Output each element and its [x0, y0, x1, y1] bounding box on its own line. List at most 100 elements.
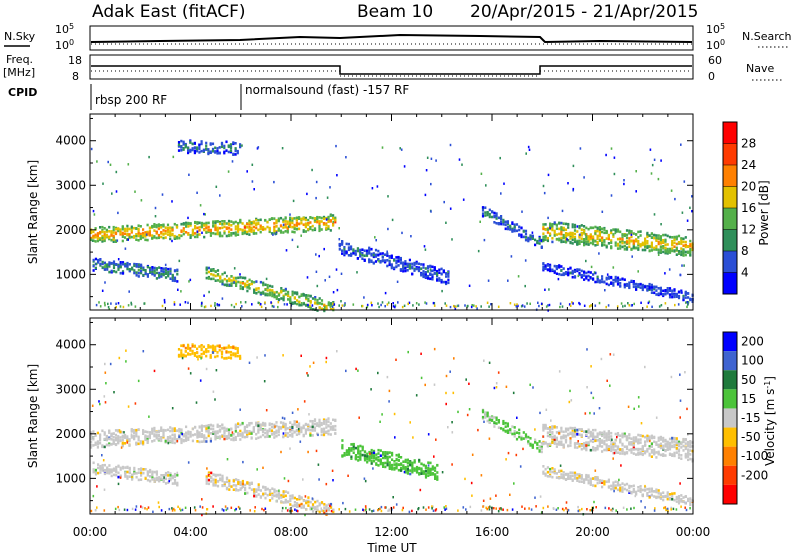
heatmap-cell [553, 436, 556, 439]
heatmap-cell [325, 418, 328, 422]
heatmap-cell [101, 469, 104, 472]
heatmap-cell [268, 226, 271, 230]
heatmap-cell [182, 439, 185, 443]
heatmap-cell [316, 422, 319, 425]
heatmap-cell [322, 430, 326, 434]
heatmap-cell [576, 230, 579, 233]
heatmap-cell [149, 470, 152, 474]
heatmap-cell [493, 214, 496, 218]
heatmap-cell [332, 508, 335, 512]
heatmap-cell [187, 353, 190, 356]
heatmap-cell [92, 236, 95, 239]
heatmap-cell [368, 260, 371, 264]
cpid-label: CPID [8, 86, 37, 99]
heatmap-cell [223, 222, 226, 225]
heatmap-cell [435, 159, 437, 162]
heatmap-cell [544, 223, 547, 226]
heatmap-cell [649, 148, 652, 151]
heatmap-cell [314, 500, 317, 504]
heatmap-cell [619, 440, 622, 444]
heatmap-cell [191, 228, 194, 232]
heatmap-cell [171, 439, 174, 443]
heatmap-cell [189, 224, 192, 227]
heatmap-cell [637, 451, 640, 455]
heatmap-cell [404, 466, 407, 469]
heatmap-cell [503, 182, 505, 185]
heatmap-cell [689, 206, 691, 209]
heatmap-cell [133, 234, 136, 238]
heatmap-cell [614, 432, 617, 436]
heatmap-cell [598, 281, 601, 284]
heatmap-cell [637, 438, 640, 441]
nave-trace [91, 70, 692, 77]
heatmap-cell [204, 305, 207, 308]
heatmap-cell [212, 478, 215, 481]
heatmap-cell [350, 457, 353, 460]
heatmap-cell [659, 446, 662, 450]
heatmap-cell [399, 147, 401, 150]
heatmap-cell [214, 146, 217, 150]
heatmap-cell [248, 287, 251, 290]
heatmap-cell [177, 353, 181, 357]
heatmap-cell [223, 220, 226, 223]
heatmap-cell [400, 466, 403, 470]
heatmap-cell [384, 305, 386, 308]
heatmap-cell [137, 478, 140, 482]
heatmap-cell [408, 262, 411, 266]
heatmap-cell [293, 291, 296, 294]
heatmap-cell [536, 241, 539, 245]
heatmap-cell [286, 427, 289, 430]
heatmap-cell [657, 439, 660, 442]
heatmap-cell [284, 426, 287, 429]
heatmap-cell [302, 426, 305, 430]
heatmap-cell [173, 479, 177, 482]
heatmap-cell [218, 344, 221, 347]
heatmap-cell [229, 150, 233, 154]
heatmap-cell [564, 222, 568, 226]
heatmap-cell [227, 432, 231, 436]
heatmap-cell [284, 428, 287, 431]
heatmap-cell [108, 471, 111, 474]
heatmap-cell [220, 141, 224, 145]
heatmap-cell [121, 231, 124, 235]
heatmap-cell [189, 432, 192, 436]
heatmap-cell [549, 428, 552, 431]
heatmap-cell [502, 428, 505, 432]
heatmap-cell [214, 304, 216, 307]
heatmap-cell [112, 266, 116, 270]
heatmap-cell [307, 294, 310, 297]
heatmap-cell [266, 289, 269, 292]
power-colorbar-label: Power [dB] [757, 180, 771, 245]
heatmap-cell [338, 238, 341, 241]
heatmap-cell [203, 235, 206, 239]
heatmap-cell [207, 471, 210, 474]
heatmap-cell [241, 433, 244, 436]
heatmap-cell [635, 438, 638, 441]
heatmap-cell [151, 473, 154, 477]
heatmap-cell [180, 149, 183, 152]
heatmap-cell [623, 445, 626, 448]
heatmap-cell [271, 289, 274, 292]
heatmap-cell [384, 465, 387, 469]
heatmap-cell [572, 302, 574, 305]
heatmap-cell [90, 147, 93, 151]
heatmap-cell [677, 303, 680, 306]
heatmap-cell [596, 432, 599, 435]
heatmap-cell [624, 304, 626, 308]
heatmap-cell [493, 425, 496, 428]
heatmap-cell [404, 468, 407, 472]
heatmap-cell [341, 252, 344, 255]
heatmap-cell [305, 296, 308, 299]
heatmap-cell [538, 440, 541, 443]
heatmap-cell [182, 433, 185, 436]
heatmap-cell [214, 345, 217, 349]
heatmap-cell [300, 506, 303, 509]
heatmap-cell [488, 418, 491, 421]
heatmap-cell [381, 146, 384, 149]
nsky-panel-frame [89, 25, 694, 51]
heatmap-cell [553, 438, 556, 441]
heatmap-cell [275, 220, 278, 223]
heatmap-cell [524, 238, 528, 242]
heatmap-cell [229, 143, 233, 146]
heatmap-cell [99, 226, 102, 229]
